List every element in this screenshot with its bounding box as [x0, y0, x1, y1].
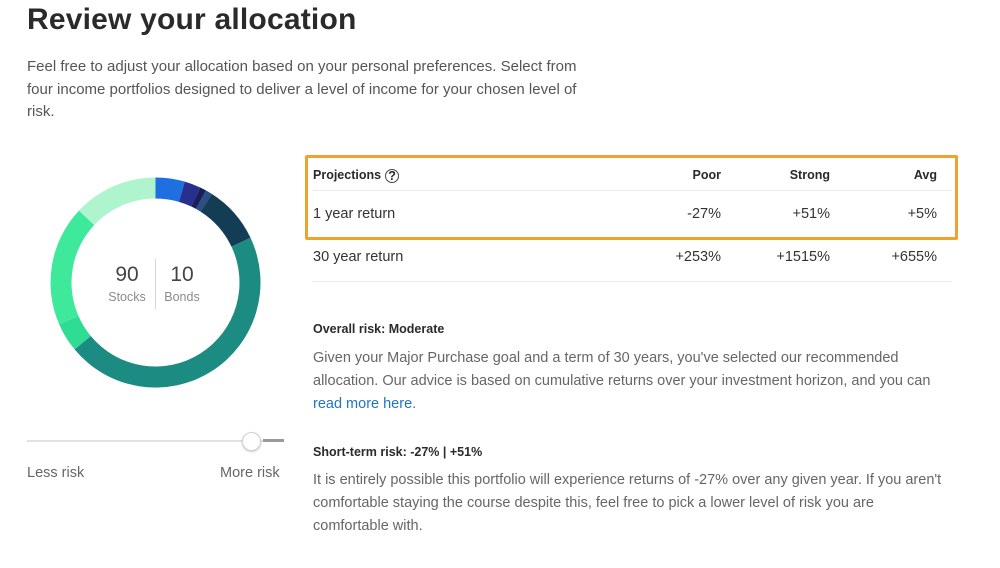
row-label: 30 year return — [313, 249, 404, 265]
col-avg-header: Avg — [913, 168, 937, 182]
overall-risk-text: Given your Major Purchase goal and a ter… — [313, 350, 931, 389]
row-poor-value: +253% — [675, 249, 721, 265]
donut-segment-bonds-navy — [191, 187, 207, 209]
row-poor-value: -27% — [687, 206, 721, 222]
bonds-stat: 10 Bonds — [152, 263, 212, 304]
row-avg-value: +655% — [891, 249, 937, 265]
more-risk-label: More risk — [220, 465, 280, 481]
help-icon[interactable]: ? — [385, 168, 400, 183]
intro-text: Feel free to adjust your allocation base… — [27, 58, 577, 120]
short-term-risk-heading: Short-term risk: -27% | +51% — [313, 445, 483, 459]
row-strong-value: +51% — [792, 206, 831, 222]
donut-segment-stocks-brightgreen — [50, 210, 95, 325]
stocks-label: Stocks — [108, 290, 146, 304]
bonds-value: 10 — [170, 263, 194, 286]
row-label: 1 year return — [313, 206, 396, 222]
stocks-stat: 90 Stocks — [97, 263, 157, 304]
overall-risk-body: Given your Major Purchase goal and a ter… — [313, 347, 953, 416]
risk-slider-thumb[interactable] — [242, 432, 261, 451]
projections-header-row: Projections? Poor Strong Avg — [313, 160, 951, 191]
donut-segment-bonds-steel — [195, 190, 212, 212]
allocation-summary: 90 Stocks 10 Bonds — [50, 177, 261, 388]
allocation-donut-svg — [50, 177, 261, 388]
bonds-label: Bonds — [164, 290, 200, 304]
donut-segment-stocks-teal — [74, 237, 261, 388]
stocks-value: 90 — [115, 263, 139, 286]
overall-risk-text-end: . — [412, 396, 417, 412]
less-risk-label: Less risk — [27, 465, 85, 481]
projections-table: Projections? Poor Strong Avg 1 year retu… — [313, 160, 951, 282]
risk-slider-track-tail — [263, 439, 284, 442]
short-term-risk-body: It is entirely possible this portfolio w… — [313, 472, 942, 534]
allocation-donut-chart — [50, 177, 261, 388]
donut-segment-bonds-blue — [155, 177, 185, 202]
risk-slider-track[interactable] — [27, 440, 284, 442]
read-more-link[interactable]: read more here — [313, 396, 413, 412]
donut-segment-stocks-mint — [78, 177, 156, 225]
table-row: 1 year return -27% +51% +5% — [313, 191, 951, 231]
donut-segment-stocks-green — [59, 315, 91, 350]
risk-slider[interactable] — [27, 430, 284, 454]
col-poor-header: Poor — [692, 168, 721, 182]
donut-segment-stocks-darkteal — [200, 193, 251, 247]
row-strong-value: +1515% — [776, 249, 830, 265]
row-avg-value: +5% — [907, 206, 937, 222]
col-strong-header: Strong — [789, 168, 830, 182]
page-title: Review your allocation — [27, 3, 357, 36]
donut-segment-bonds-indigo — [178, 181, 201, 207]
center-divider — [155, 259, 156, 309]
overall-risk-heading: Overall risk: Moderate — [313, 322, 445, 336]
projections-header-label: Projections — [313, 168, 382, 182]
table-row: 30 year return +253% +1515% +655% — [313, 231, 951, 282]
projections-header: Projections? — [313, 160, 400, 190]
